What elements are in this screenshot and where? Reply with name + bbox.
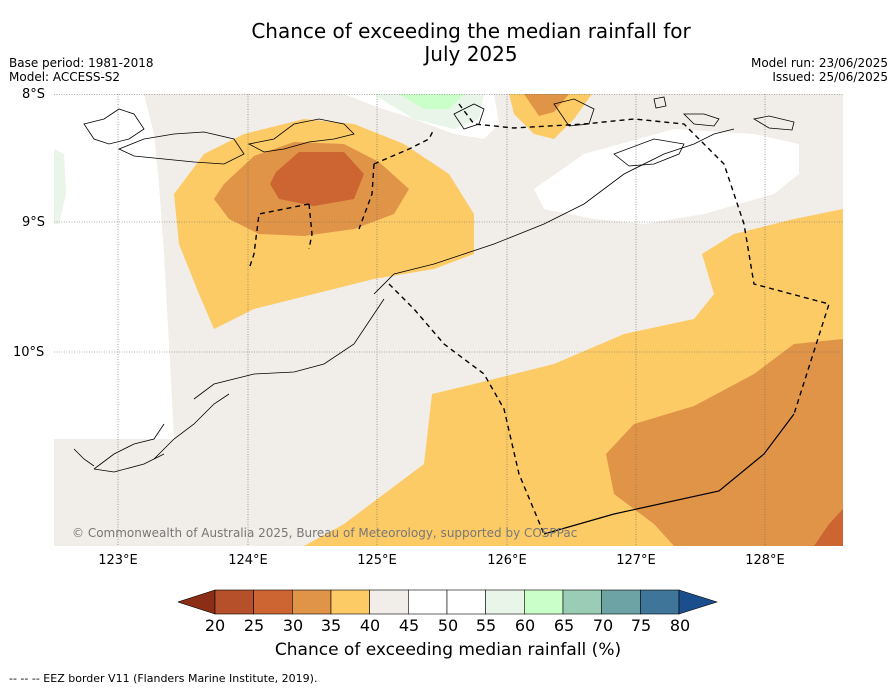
yellow-region-top-east bbox=[509, 94, 592, 139]
copyright-text: © Commonwealth of Australia 2025, Bureau… bbox=[72, 526, 578, 540]
green-region-top bbox=[399, 94, 464, 109]
colorbar-segment bbox=[562, 589, 602, 615]
map-title: Chance of exceeding the median rainfall … bbox=[171, 20, 771, 66]
colorbar-segment bbox=[253, 589, 293, 615]
colorbar-segment bbox=[524, 589, 564, 615]
lat-label-10s: 10°S bbox=[13, 345, 45, 360]
meta-right: Model run: 23/06/2025 Issued: 25/06/2025 bbox=[751, 56, 888, 84]
dark-orange-region-south bbox=[814, 509, 843, 546]
colorbar-segment bbox=[292, 589, 332, 615]
lon-label-126e: 126°E bbox=[487, 553, 527, 568]
cb-tick-25: 25 bbox=[243, 616, 265, 635]
lon-label-128e: 128°E bbox=[745, 553, 785, 568]
meta-left: Base period: 1981-2018 Model: ACCESS-S2 bbox=[9, 56, 154, 84]
cb-tick-50: 50 bbox=[437, 616, 459, 635]
lon-label-124e: 124°E bbox=[228, 553, 268, 568]
eez-footer-note: -- -- -- EEZ border V11 (Flanders Marine… bbox=[9, 672, 318, 685]
orange-region-top-east bbox=[524, 94, 569, 116]
title-line-2: July 2025 bbox=[424, 42, 518, 66]
colorbar-extend-high bbox=[678, 589, 718, 615]
colorbar-segment bbox=[640, 589, 680, 615]
colorbar-segments bbox=[178, 589, 718, 615]
colorbar-segment bbox=[408, 589, 448, 615]
colorbar bbox=[178, 589, 718, 615]
dark-orange-region-north bbox=[270, 152, 364, 206]
cb-tick-35: 35 bbox=[320, 616, 342, 635]
eez-border-solid bbox=[543, 413, 795, 535]
light-green-region-top bbox=[374, 94, 484, 129]
cb-tick-75: 75 bbox=[630, 616, 652, 635]
white-region-left bbox=[54, 94, 174, 439]
rainfall-map bbox=[54, 94, 843, 546]
cb-tick-55: 55 bbox=[475, 616, 497, 635]
title-line-1: Chance of exceeding the median rainfall … bbox=[251, 19, 691, 43]
colorbar-segment bbox=[330, 589, 370, 615]
cb-tick-40: 40 bbox=[359, 616, 381, 635]
colorbar-segment bbox=[601, 589, 641, 615]
issued-date: Issued: 25/06/2025 bbox=[772, 70, 888, 84]
lon-label-123e: 123°E bbox=[98, 553, 138, 568]
gridlines bbox=[54, 94, 843, 546]
cb-tick-80: 80 bbox=[669, 616, 691, 635]
lat-label-8s: 8°S bbox=[22, 87, 46, 102]
lat-label-9s: 9°S bbox=[22, 215, 46, 230]
coastlines bbox=[73, 96, 795, 473]
cb-tick-70: 70 bbox=[592, 616, 614, 635]
orange-region-south bbox=[606, 339, 843, 546]
model-name: Model: ACCESS-S2 bbox=[9, 70, 121, 84]
eez-border bbox=[248, 103, 830, 535]
cb-tick-20: 20 bbox=[204, 616, 226, 635]
lon-label-125e: 125°E bbox=[357, 553, 397, 568]
colorbar-segment bbox=[369, 589, 409, 615]
colorbar-segment bbox=[214, 589, 254, 615]
white-region-east bbox=[534, 129, 799, 224]
lon-label-127e: 127°E bbox=[616, 553, 656, 568]
base-period: Base period: 1981-2018 bbox=[9, 56, 154, 70]
model-run: Model run: 23/06/2025 bbox=[750, 56, 888, 70]
colorbar-segment bbox=[485, 589, 525, 615]
colorbar-label: Chance of exceeding median rainfall (%) bbox=[274, 640, 622, 660]
colorbar-segment bbox=[446, 589, 486, 615]
cb-tick-45: 45 bbox=[398, 616, 420, 635]
light-green-region-left bbox=[54, 149, 66, 224]
colorbar-extend-low bbox=[178, 589, 216, 615]
cb-tick-60: 60 bbox=[514, 616, 536, 635]
cb-tick-30: 30 bbox=[282, 616, 304, 635]
cb-tick-65: 65 bbox=[553, 616, 575, 635]
